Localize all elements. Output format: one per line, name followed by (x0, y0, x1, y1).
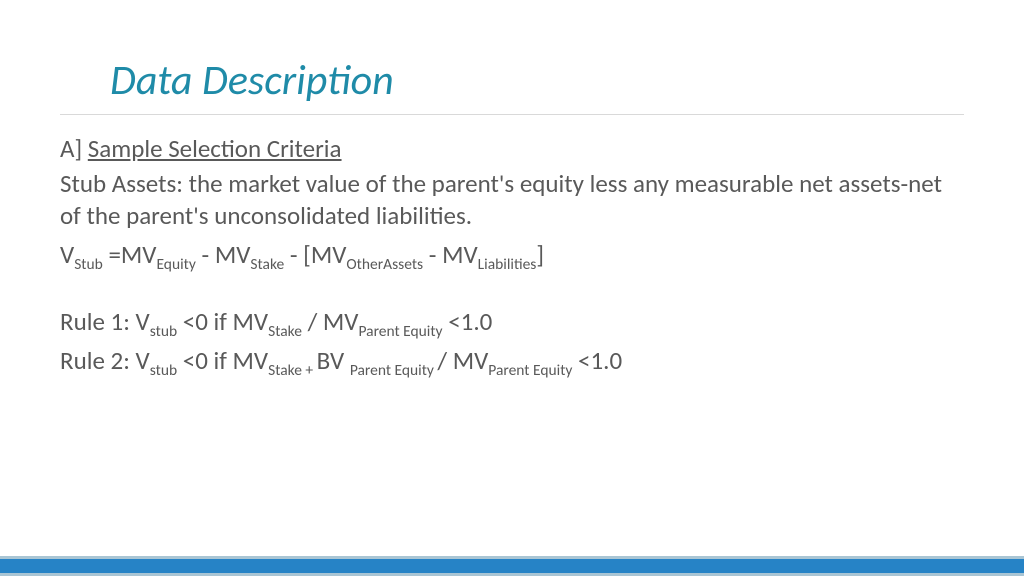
formula-sub: Parent Equity (358, 322, 442, 341)
formula-text: - MV (423, 239, 478, 270)
formula-sub: Equity (156, 255, 195, 274)
formula-text: - MV (196, 239, 251, 270)
formula-sub: stub (150, 361, 177, 380)
slide: Data Description A] Sample Selection Cri… (0, 0, 1024, 576)
formula-text: V (60, 239, 74, 270)
footer-accent-bar (0, 556, 1024, 576)
formula-text: <1.0 (443, 306, 493, 337)
formula-sub: stub (150, 322, 177, 341)
formula-text: <0 if MV (177, 345, 268, 376)
formula-sub: Stub (74, 255, 103, 274)
formula-sub: Stake (268, 322, 302, 341)
formula-sub: Parent Equity (488, 361, 572, 380)
formula-sub: Parent Equity (350, 361, 438, 380)
formula-text: <1.0 (572, 345, 622, 376)
formula-sub: Stake + (268, 361, 317, 380)
formula-vstub: VStub =MVEquity - MVStake - [MVOtherAsse… (60, 239, 964, 270)
formula-text: ] (536, 239, 544, 270)
formula-text: / MV (302, 306, 359, 337)
section-heading: A] Sample Selection Criteria (60, 133, 964, 164)
formula-sub: Stake (250, 255, 284, 274)
footer-inner-band (0, 559, 1024, 573)
formula-text: - [MV (284, 239, 346, 270)
formula-text: BV (317, 345, 350, 376)
formula-text: <0 if MV (177, 306, 268, 337)
title-divider (60, 114, 964, 115)
formula-text: =MV (103, 239, 157, 270)
formula-text: / MV (437, 345, 488, 376)
formula-text: Rule 2: V (60, 345, 150, 376)
section-prefix: A] (60, 133, 88, 164)
spacer (60, 278, 964, 306)
formula-text: Rule 1: V (60, 306, 150, 337)
formula-sub: Liabilities (478, 255, 537, 274)
body-content: A] Sample Selection Criteria Stub Assets… (60, 133, 964, 377)
page-title: Data Description (110, 55, 964, 106)
rule-2: Rule 2: Vstub <0 if MVStake + BV Parent … (60, 345, 964, 376)
stub-assets-paragraph: Stub Assets: the market value of the par… (60, 168, 964, 231)
rule-1: Rule 1: Vstub <0 if MVStake / MVParent E… (60, 306, 964, 337)
formula-sub: OtherAssets (346, 255, 423, 274)
section-heading-text: Sample Selection Criteria (88, 133, 342, 164)
